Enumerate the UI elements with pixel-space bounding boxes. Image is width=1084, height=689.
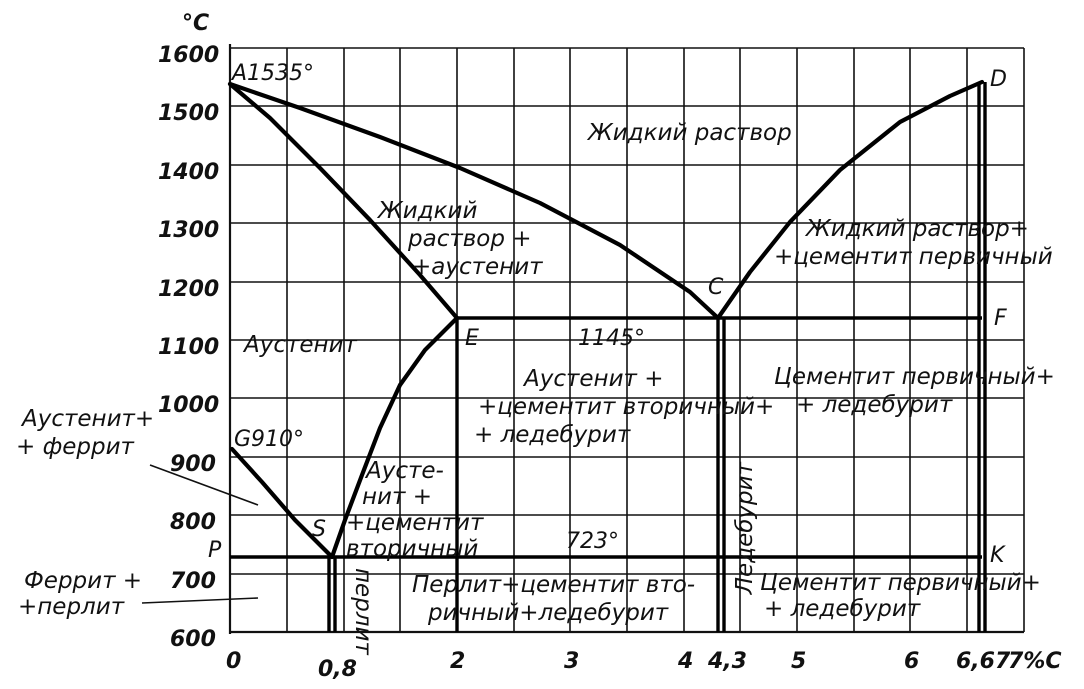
x-tick-0-8: 0,8 [318, 657, 357, 682]
x-tick-2: 2 [450, 649, 465, 674]
region-austenite-cem-sec-line3: +цементит [346, 510, 484, 536]
y-tick-800: 800 [170, 510, 216, 535]
region-pearlite-cem-led-line2: ричный+ледебурит [427, 600, 669, 626]
region-liquid-austenite-line1: Жидкий [376, 198, 477, 224]
region-labels: Жидкий раствор Жидкий раствор + +аустени… [16, 120, 1055, 655]
y-tick-1200: 1200 [158, 277, 219, 302]
region-cem-primary-led-bottom-line2: + ледебурит [764, 596, 921, 622]
eutectic-temp-label: 1145° [578, 326, 645, 351]
liquidus-line-cd [715, 79, 985, 321]
point-s-label: S [312, 517, 326, 542]
region-austenite-ferrite-line2: + феррит [16, 434, 135, 460]
region-ferrite-pearlite-line2: +перлит [18, 594, 125, 620]
leader-austenite-ferrite [149, 464, 259, 506]
acm-line-es [329, 315, 460, 560]
x-tick-6-67: 6,67 [956, 649, 1011, 674]
y-tick-900: 900 [170, 452, 216, 477]
region-liquid-austenite-line3: +аустенит [412, 254, 543, 280]
point-e-label: E [465, 326, 479, 351]
y-axis-labels: °C 1600 1500 1400 1300 1200 1100 1000 90… [158, 11, 219, 652]
a3-line-gs [229, 446, 335, 560]
x-tick-4: 4 [677, 649, 693, 674]
region-cem-primary-led-top-line1: Цементит первичный+ [774, 364, 1055, 390]
point-labels: A1535° D C E 1145° F G910° S P K 723° [208, 61, 1007, 568]
region-austenite-cem-sec-line1: Аусте- [364, 458, 444, 484]
x-tick-3: 3 [564, 649, 579, 674]
leader-ferrite-pearlite [141, 597, 259, 604]
point-p-label: P [208, 538, 222, 563]
eutectoid-temp-label: 723° [566, 529, 619, 554]
region-liquid-cementite-line2: +цементит первичный [774, 244, 1053, 270]
point-f-label: F [994, 306, 1007, 331]
region-pearlite-vertical: перлит [350, 568, 376, 655]
y-tick-1600: 1600 [158, 43, 219, 68]
region-liquid: Жидкий раствор [586, 120, 792, 146]
region-pearlite-cem-led-line1: Перлит+цементит вто- [412, 572, 695, 598]
x-tick-4-3: 4,3 [707, 649, 747, 674]
region-liquid-austenite-line2: раствор + [407, 226, 532, 252]
region-liquid-cementite-line1: Жидкий раствор+ [804, 216, 1029, 242]
region-cem-primary-led-bottom-line1: Цементит первичный+ [760, 570, 1041, 596]
point-a-label: A1535° [230, 61, 314, 86]
solidus-line-ae [227, 81, 460, 321]
point-c-label: C [708, 275, 724, 300]
x-tick-6: 6 [904, 649, 919, 674]
region-austenite-cem-led-line1: Аустенит + [522, 366, 664, 392]
x-tick-5: 5 [791, 649, 806, 674]
region-austenite-cem-led-line3: + ледебурит [474, 422, 631, 448]
liquidus-line-ac [227, 81, 721, 321]
x-tick-0: 0 [226, 649, 241, 674]
region-austenite-cem-sec-line2: нит + [362, 484, 432, 510]
region-austenite-cem-sec-line4: вторичный [346, 536, 478, 562]
y-tick-1100: 1100 [158, 335, 219, 360]
point-g-label: G910° [234, 427, 304, 452]
region-ledeburite-vertical: Ледебурит [732, 461, 758, 595]
y-tick-1400: 1400 [158, 160, 219, 185]
y-tick-1500: 1500 [158, 101, 219, 126]
region-cem-primary-led-top-line2: + ледебурит [796, 392, 953, 418]
x-axis-labels: 0 0,8 2 3 4 4,3 5 6 6,67 7%C [226, 649, 1062, 682]
y-tick-700: 700 [170, 569, 216, 594]
point-k-label: K [990, 543, 1006, 568]
point-d-label: D [990, 67, 1007, 92]
y-tick-600: 600 [170, 627, 216, 652]
y-tick-1300: 1300 [158, 218, 219, 243]
y-unit-label: °C [182, 11, 209, 36]
region-austenite-cem-led-line2: +цементит вторичный+ [478, 394, 774, 420]
region-ferrite-pearlite-line1: Феррит + [24, 568, 142, 594]
y-tick-1000: 1000 [158, 393, 219, 418]
region-austenite: Аустенит [242, 332, 358, 358]
region-austenite-ferrite-line1: Аустенит+ [20, 406, 154, 432]
x-tick-7-pct-c: 7%C [1008, 649, 1062, 674]
